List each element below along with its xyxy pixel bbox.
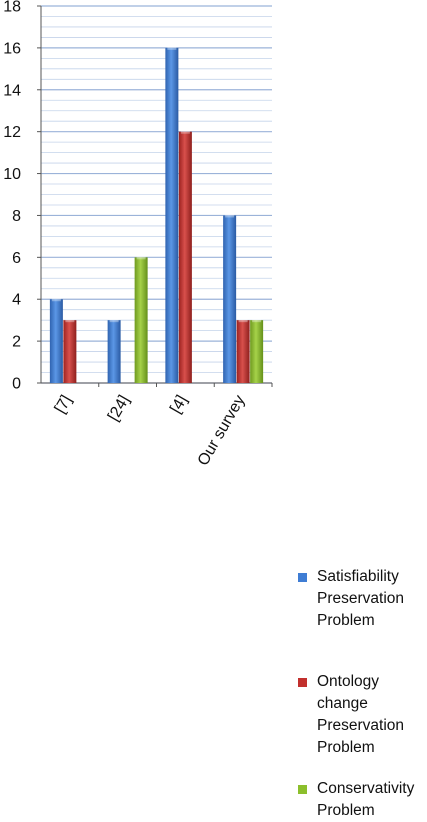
plot-area: 0 2 4 6 8 10 12 14 16 18 [7] [24] [4] Our survey — [3, 0, 273, 469]
y-tick-label: 18 — [3, 0, 21, 16]
y-tick-label: 14 — [3, 82, 21, 99]
y-tick-label: 0 — [12, 376, 21, 393]
chart: 0 2 4 6 8 10 12 14 16 18 [7] [24] [4] Our survey Sati… — [3, 0, 414, 819]
bar — [107, 320, 121, 383]
bar-highlight — [238, 319, 248, 323]
legend-label: Ontology change Preservation Problem — [317, 673, 405, 756]
bar-highlight — [51, 298, 61, 302]
y-tick-label: 6 — [12, 250, 21, 267]
y-tick-label: 12 — [3, 124, 21, 141]
bar — [223, 215, 237, 383]
legend-swatch — [298, 573, 307, 582]
x-tick-label: [4] — [167, 393, 191, 417]
bar — [134, 257, 148, 383]
bar — [165, 47, 179, 384]
bar-highlight — [180, 130, 190, 134]
y-tick-label: 4 — [12, 292, 21, 309]
legend-swatch — [298, 678, 307, 687]
y-tick-label: 8 — [12, 208, 21, 225]
y-tick-label: 2 — [12, 334, 21, 351]
y-tick-label: 10 — [3, 166, 21, 183]
bar-highlight — [136, 256, 146, 260]
bar — [49, 299, 63, 383]
bar — [250, 320, 264, 383]
bar-highlight — [252, 319, 262, 323]
bar-highlight — [109, 319, 119, 323]
x-tick-label: [24] — [105, 393, 133, 425]
bar-highlight — [225, 214, 235, 218]
bar — [178, 131, 192, 383]
bar — [63, 320, 77, 383]
legend-label: Satisfiability Preservation Problem — [317, 568, 405, 629]
x-tick-label: Our survey — [195, 393, 249, 469]
y-tick-label: 16 — [3, 40, 21, 57]
legend-label: Conservativity Problem — [317, 780, 415, 819]
x-tick-label: [7] — [52, 393, 76, 417]
bar-highlight — [167, 46, 177, 50]
bar — [236, 320, 250, 383]
legend-swatch — [298, 785, 307, 794]
bar-highlight — [65, 319, 75, 323]
